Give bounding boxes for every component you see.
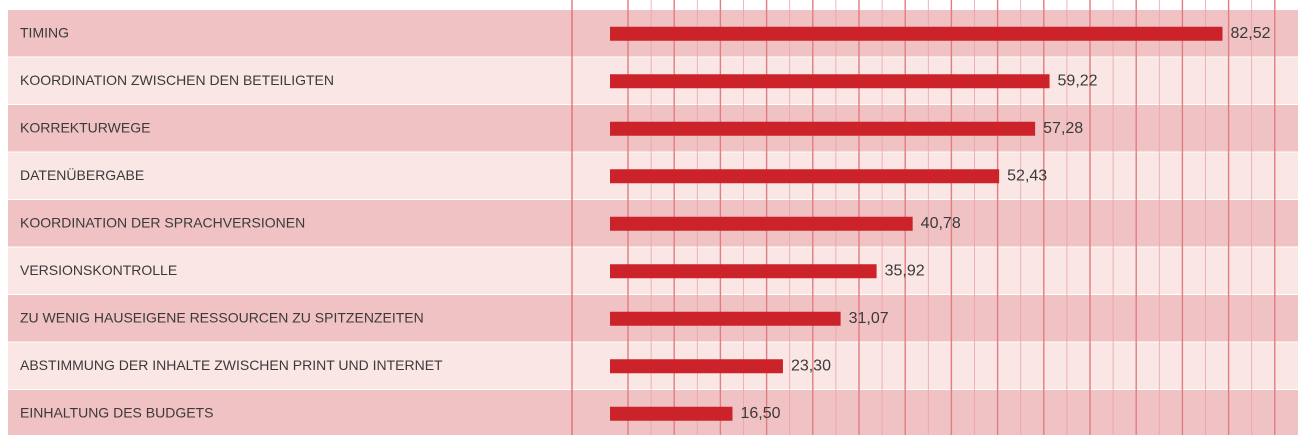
bar (610, 26, 1223, 41)
value-label: 59,22 (1058, 72, 1098, 89)
value-label: 16,50 (740, 405, 780, 422)
category-label: VERSIONSKONTROLLE (20, 262, 177, 278)
bar (610, 216, 913, 231)
category-label: DATENÜBERGABE (20, 166, 144, 183)
value-label: 40,78 (921, 215, 961, 232)
bar (610, 406, 733, 421)
bar (610, 264, 877, 279)
value-label: 52,43 (1007, 167, 1047, 184)
category-label: KORREKTURWEGE (20, 119, 150, 135)
bar (610, 74, 1050, 89)
category-label: TIMING (20, 24, 69, 40)
value-label: 82,52 (1230, 25, 1270, 42)
bar (610, 311, 841, 326)
category-label: ABSTIMMUNG DER INHALTE ZWISCHEN PRINT UN… (20, 357, 443, 373)
category-label: KOORDINATION DER SPRACHVERSIONEN (20, 214, 305, 230)
bar (610, 359, 783, 374)
value-label: 57,28 (1043, 120, 1083, 137)
bar (610, 121, 1036, 136)
value-label: 31,07 (849, 310, 889, 327)
bar (610, 169, 1000, 184)
category-label: KOORDINATION ZWISCHEN DEN BETEILIGTEN (20, 72, 334, 88)
category-label: EINHALTUNG DES BUDGETS (20, 404, 213, 420)
category-label: ZU WENIG HAUSEIGENE RESSOURCEN ZU SPITZE… (20, 309, 424, 325)
value-label: 35,92 (885, 262, 925, 279)
value-label: 23,30 (791, 357, 831, 374)
